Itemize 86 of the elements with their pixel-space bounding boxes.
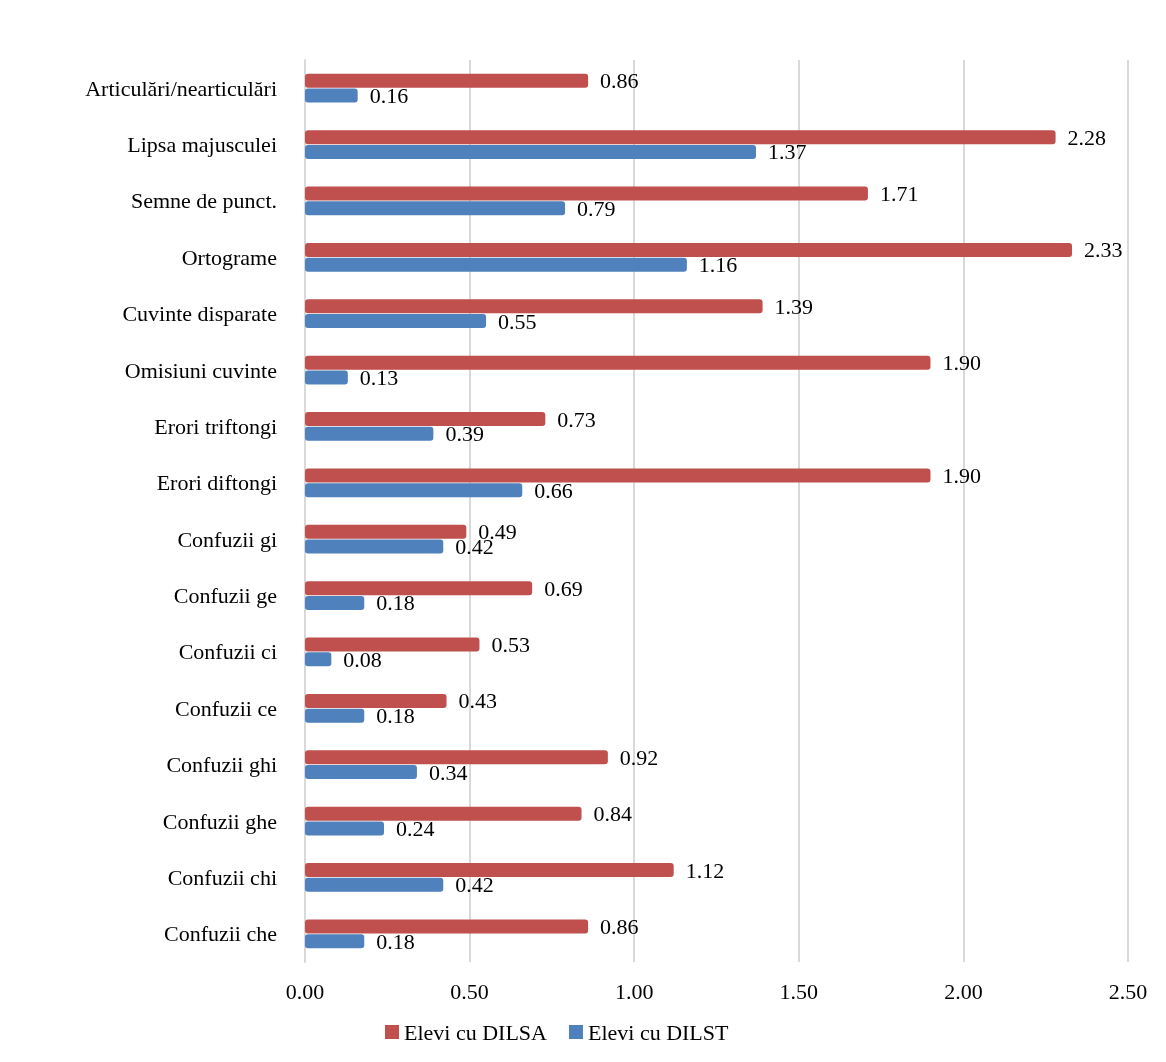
bar [305, 201, 566, 216]
bar [305, 186, 868, 201]
y-tick-label: Ortograme [181, 244, 277, 270]
y-tick-label: Confuzii ghe [162, 808, 277, 834]
bar [305, 88, 358, 103]
x-tick-label: 2.50 [1108, 978, 1148, 1004]
bar [305, 919, 589, 934]
x-tick-label: 1.00 [614, 978, 654, 1004]
bar [305, 581, 533, 596]
bar [305, 144, 756, 159]
data-label: 0.73 [557, 406, 596, 432]
data-label: 0.24 [396, 815, 435, 841]
data-label: 0.08 [343, 646, 382, 672]
legend-label: Elevi cu DILSA [404, 1019, 548, 1045]
data-label: 1.39 [774, 293, 814, 319]
bar [305, 412, 546, 427]
bar [305, 821, 385, 836]
bar [305, 877, 444, 892]
y-tick-label: Cuvinte disparate [122, 301, 277, 327]
bar [305, 595, 365, 610]
y-tick-label: Confuzii ce [174, 695, 277, 721]
x-tick-label: 0.00 [285, 978, 325, 1004]
data-label: 0.79 [577, 195, 616, 221]
legend-label: Elevi cu DILST [587, 1019, 730, 1045]
bar [305, 483, 523, 498]
data-label: 1.12 [685, 857, 725, 883]
x-tick-label: 0.50 [450, 978, 489, 1004]
bar [305, 370, 348, 385]
data-label: 0.69 [544, 575, 583, 601]
data-label: 0.43 [458, 688, 498, 714]
y-tick-label: Erori triftongi [154, 413, 277, 439]
bar [305, 257, 687, 272]
data-label: 0.86 [600, 913, 639, 939]
bar [305, 708, 365, 723]
bar [305, 130, 1056, 145]
data-label: 0.18 [376, 703, 415, 729]
bar [305, 73, 589, 88]
bar [305, 468, 931, 483]
bar [305, 355, 931, 370]
x-tick-label: 1.50 [779, 978, 819, 1004]
y-tick-label: Articulări/nearticulări [85, 75, 277, 101]
data-label: 1.16 [698, 252, 738, 278]
y-tick-label: Erori diftongi [156, 470, 277, 496]
data-label: 2.28 [1067, 124, 1107, 150]
data-label: 0.13 [359, 364, 399, 390]
bar [305, 652, 332, 667]
bar [305, 806, 582, 821]
bar [305, 750, 608, 765]
y-tick-label: Confuzii ge [173, 583, 277, 609]
y-tick-label: Omisiuni cuvinte [124, 357, 277, 383]
y-tick-label: Confuzii ghi [166, 752, 277, 778]
bar [305, 426, 434, 441]
data-label: 0.18 [376, 590, 415, 616]
y-tick-label: Lipsa majusculei [127, 132, 277, 158]
bar [305, 299, 763, 314]
data-label: 0.39 [445, 421, 484, 447]
bar [305, 524, 467, 539]
bar [305, 765, 417, 780]
data-label: 1.90 [942, 350, 981, 376]
data-label: 0.42 [455, 872, 494, 898]
data-label: 0.92 [619, 744, 659, 770]
bar [305, 637, 480, 652]
data-label: 0.84 [593, 801, 633, 827]
y-tick-label: Confuzii chi [167, 864, 277, 890]
bar [305, 863, 674, 878]
data-label: 2.33 [1084, 237, 1123, 263]
data-label: 0.53 [491, 632, 530, 658]
data-label: 0.16 [369, 83, 409, 109]
data-label: 0.55 [498, 308, 537, 334]
bar [305, 539, 444, 554]
data-label: 1.90 [942, 462, 981, 488]
y-tick-label: Confuzii che [163, 921, 277, 947]
data-label: 1.37 [768, 139, 807, 165]
y-tick-label: Semne de punct. [130, 188, 277, 214]
data-label: 0.18 [376, 928, 415, 954]
y-tick-label: Confuzii ci [178, 639, 277, 665]
bar [305, 934, 365, 949]
y-tick-label: Confuzii gi [177, 526, 277, 552]
bar [305, 314, 487, 329]
bar [305, 693, 447, 708]
data-label: 1.71 [879, 181, 919, 207]
data-label: 0.34 [428, 759, 468, 785]
bar [305, 242, 1073, 257]
data-label: 0.66 [534, 477, 573, 503]
data-label: 0.86 [600, 68, 639, 94]
x-tick-label: 2.00 [944, 978, 983, 1004]
